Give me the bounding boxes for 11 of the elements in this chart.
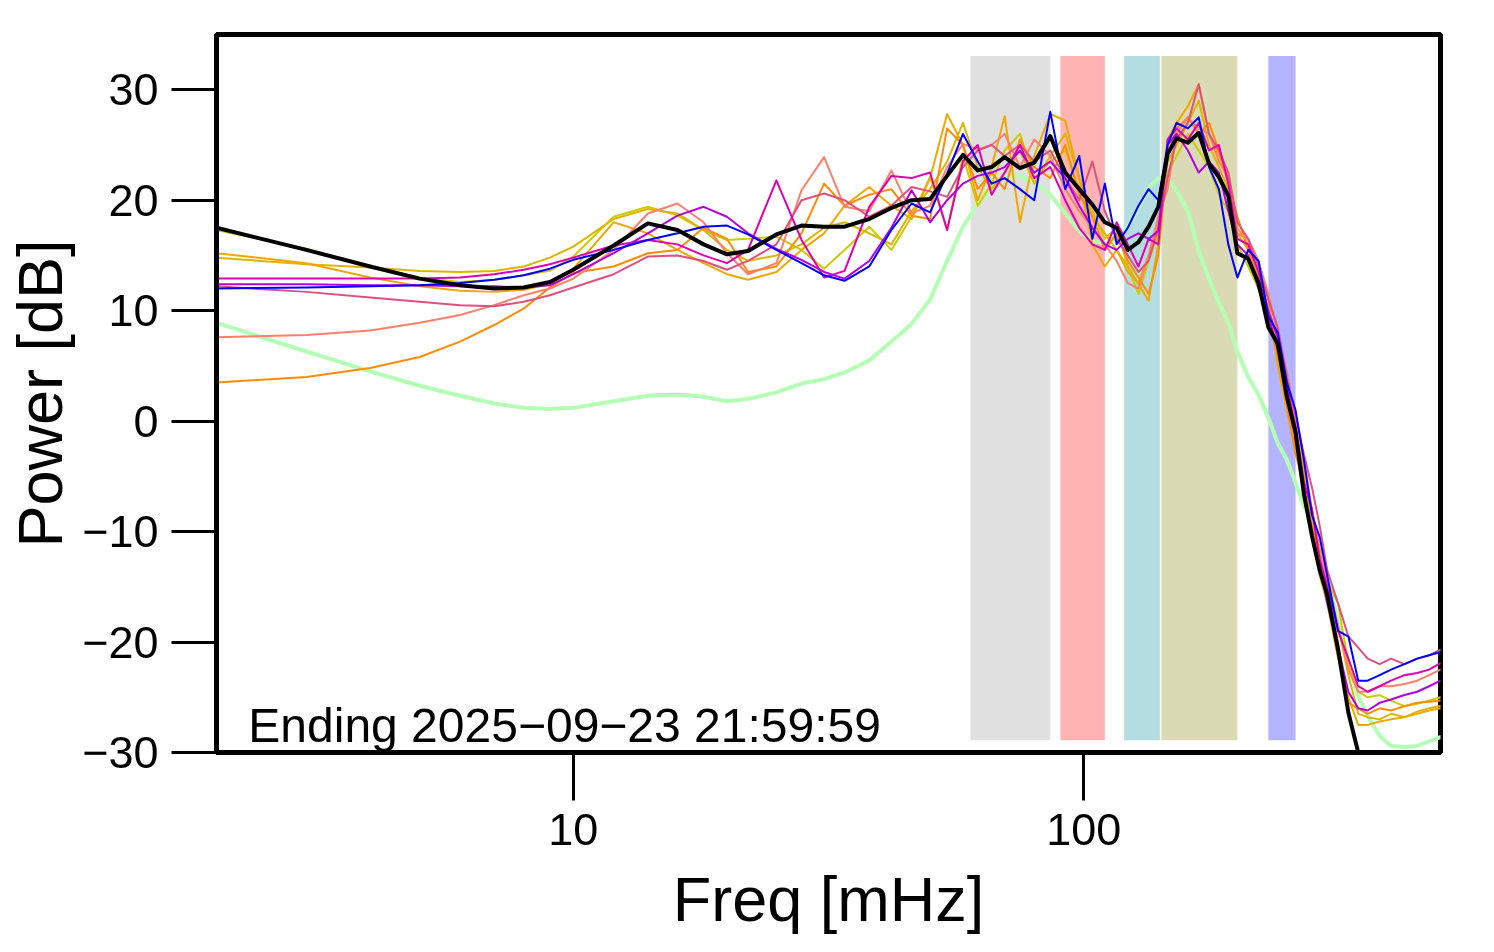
- x-tick-label: 100: [1046, 803, 1122, 855]
- y-tick-label: 0: [133, 395, 159, 447]
- y-tick-label: 30: [108, 64, 159, 116]
- y-tick-label: −30: [82, 727, 159, 778]
- y-tick-label: −20: [82, 616, 159, 668]
- y-tick-label: −10: [82, 506, 159, 558]
- annotation: Ending 2025−09−23 21:59:59: [248, 699, 881, 753]
- y-axis-title: Power [dB]: [5, 239, 76, 548]
- y-tick-label: 10: [108, 285, 159, 337]
- y-tick-label: 20: [108, 174, 159, 226]
- x-axis-title: Freq [mHz]: [672, 863, 985, 934]
